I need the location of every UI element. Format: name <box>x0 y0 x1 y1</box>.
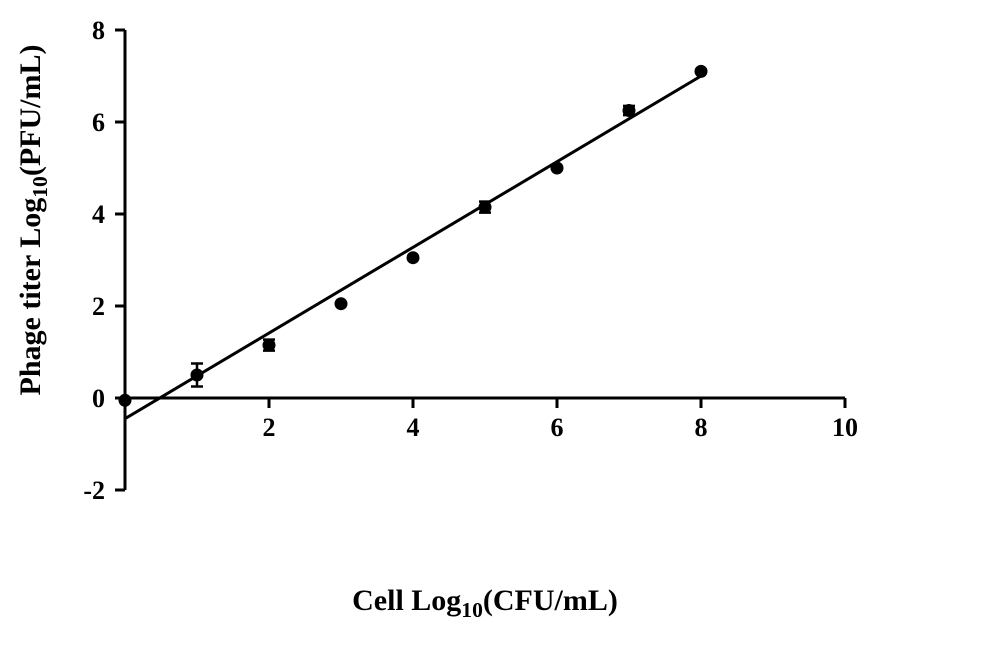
data-point <box>191 369 203 381</box>
data-point <box>335 298 347 310</box>
data-point <box>119 394 131 406</box>
y-tick-label: 0 <box>92 384 105 413</box>
x-axis-label: Cell Log10(CFU/mL) <box>352 584 618 622</box>
y-tick-label: 8 <box>92 16 105 45</box>
data-point <box>407 252 419 264</box>
data-point <box>623 105 635 117</box>
x-tick-label: 6 <box>551 413 564 442</box>
y-tick-label: -2 <box>83 476 105 505</box>
y-tick-label: 2 <box>92 292 105 321</box>
y-tick-label: 6 <box>92 108 105 137</box>
regression-line <box>125 76 701 419</box>
chart-container: 2 4 6 8 10 -2 0 2 4 6 8 Cell Log10(CFU/mL) Phage tit… <box>0 0 992 667</box>
data-point <box>263 339 275 351</box>
scatter-chart: 2 4 6 8 10 -2 0 2 4 6 8 Cell Log10(CFU/mL) Phage tit… <box>0 0 992 667</box>
x-tick-label: 10 <box>832 413 858 442</box>
y-axis-label: Phage titer Log10(PFU/mL) <box>14 45 52 396</box>
x-tick-label: 4 <box>407 413 420 442</box>
x-tick-label: 8 <box>695 413 708 442</box>
data-point <box>479 201 491 213</box>
y-tick-label: 4 <box>92 200 105 229</box>
data-point <box>695 65 707 77</box>
x-tick-label: 2 <box>263 413 276 442</box>
data-point <box>551 162 563 174</box>
